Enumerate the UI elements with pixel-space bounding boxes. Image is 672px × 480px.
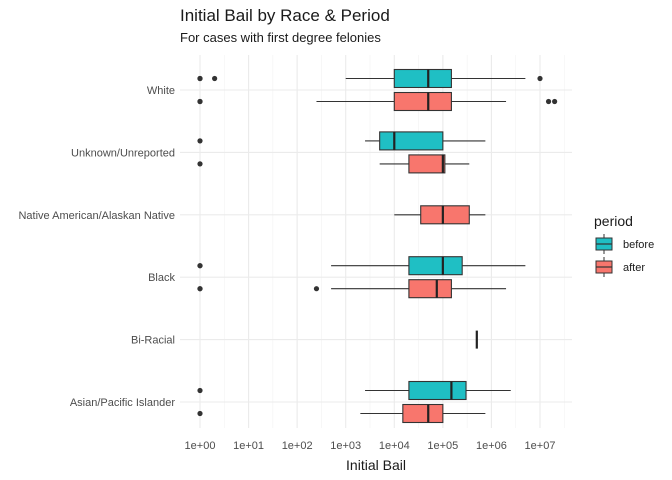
outlier-point bbox=[197, 387, 203, 394]
x-tick-label: 1e+01 bbox=[233, 440, 264, 452]
box-before bbox=[197, 256, 526, 276]
box-after bbox=[197, 279, 507, 299]
box-iqr bbox=[379, 131, 444, 151]
x-tick-label: 1e+07 bbox=[525, 440, 556, 452]
legend-key-before bbox=[595, 234, 613, 254]
box-iqr bbox=[402, 403, 444, 424]
legend-label: after bbox=[623, 262, 645, 274]
box-iqr bbox=[408, 154, 446, 174]
x-tick-label: 1e+03 bbox=[330, 440, 361, 452]
y-tick-label: Native American/Alaskan Native bbox=[18, 210, 175, 222]
y-tick-label: Bi-Racial bbox=[131, 335, 175, 347]
outlier-point bbox=[197, 286, 203, 292]
box-before bbox=[197, 380, 511, 401]
y-tick-label: Black bbox=[148, 272, 175, 284]
outlier-point bbox=[545, 98, 552, 105]
outlier-point bbox=[313, 286, 320, 292]
box-after bbox=[197, 154, 470, 174]
x-tick-label: 1e+05 bbox=[427, 440, 458, 452]
chart-subtitle: For cases with first degree felonies bbox=[180, 30, 381, 45]
chart-title: Initial Bail by Race & Period bbox=[180, 6, 390, 25]
outlier-point bbox=[197, 161, 203, 167]
y-tick-label: Unknown/Unreported bbox=[71, 147, 175, 159]
y-axis-labels: White Unknown/Unreported Native American/A… bbox=[18, 85, 175, 409]
x-axis-labels: 1e+00 1e+01 1e+02 1e+03 1e+04 1e+05 1e+06 1e+07 bbox=[185, 440, 556, 452]
x-axis-title: Initial Bail bbox=[346, 457, 406, 473]
box-before bbox=[197, 68, 543, 89]
x-tick-label: 1e+02 bbox=[282, 440, 313, 452]
x-tick-label: 1e+06 bbox=[476, 440, 507, 452]
legend: period before after bbox=[594, 213, 654, 277]
outlier-point bbox=[197, 75, 203, 82]
box-after bbox=[197, 403, 486, 424]
y-tick-label: White bbox=[147, 85, 175, 97]
box-iqr bbox=[408, 256, 463, 276]
box-iqr bbox=[393, 68, 452, 89]
box-before bbox=[197, 131, 486, 151]
grid-lines bbox=[180, 55, 572, 428]
legend-label: before bbox=[623, 239, 654, 251]
box-iqr bbox=[420, 205, 470, 225]
legend-title: period bbox=[594, 213, 633, 229]
outlier-point bbox=[197, 263, 203, 269]
outlier-point bbox=[197, 138, 203, 144]
outlier-point bbox=[197, 410, 203, 417]
box-after bbox=[197, 91, 558, 112]
box-after bbox=[394, 205, 486, 225]
outlier-point bbox=[552, 98, 558, 105]
box-iqr bbox=[408, 380, 467, 401]
outlier-point bbox=[197, 98, 203, 105]
outlier-point bbox=[537, 75, 543, 82]
outlier-point bbox=[212, 75, 218, 82]
boxplot-boxes bbox=[197, 68, 558, 424]
legend-key-after bbox=[595, 257, 613, 277]
y-tick-label: Asian/Pacific Islander bbox=[70, 397, 175, 409]
x-tick-label: 1e+00 bbox=[185, 440, 216, 452]
box-iqr bbox=[408, 279, 452, 299]
x-tick-label: 1e+04 bbox=[379, 440, 410, 452]
box-iqr bbox=[393, 91, 452, 112]
